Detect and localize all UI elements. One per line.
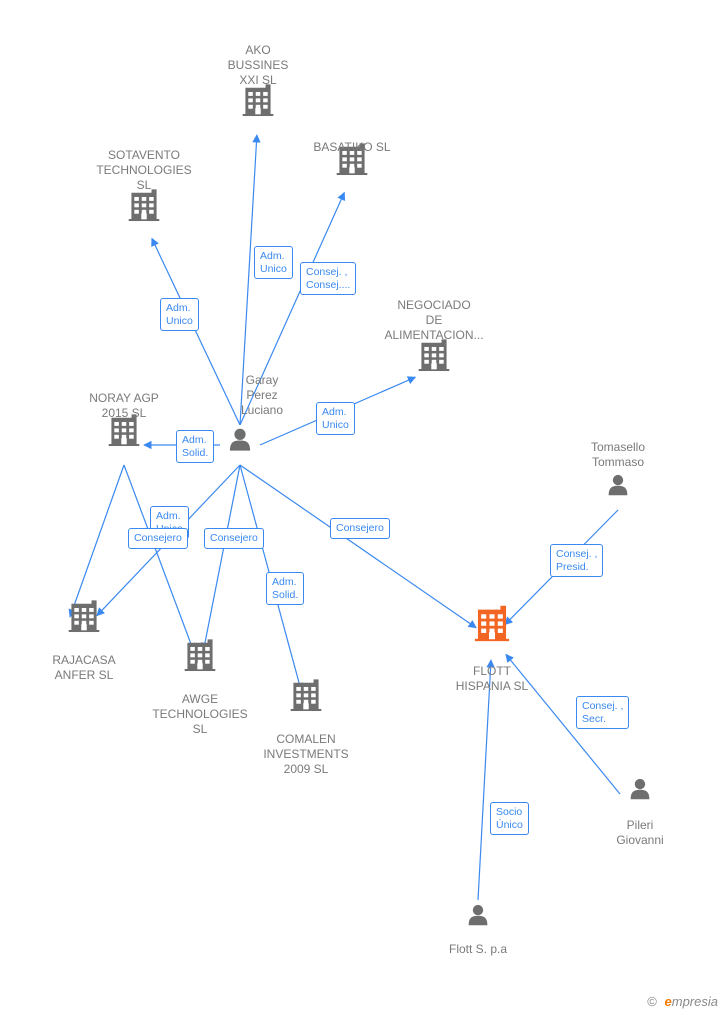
company-node[interactable] [419, 339, 450, 371]
watermark: © empresia [647, 994, 718, 1009]
relationship-edge [124, 465, 194, 651]
relationship-edge [478, 660, 491, 900]
company-node[interactable] [129, 189, 160, 221]
company-node-highlight[interactable] [475, 606, 509, 641]
relationship-edge [260, 377, 415, 445]
relationship-edge [240, 192, 344, 425]
relationship-edge [204, 465, 240, 650]
company-node[interactable] [291, 679, 322, 711]
copyright-symbol: © [647, 994, 657, 1009]
person-node[interactable] [631, 779, 650, 799]
company-node[interactable] [109, 414, 140, 446]
brand-first-letter: e [665, 994, 672, 1009]
relationship-edge [240, 135, 257, 425]
person-node[interactable] [469, 905, 488, 925]
company-node[interactable] [243, 84, 274, 116]
relationship-edge [70, 465, 124, 617]
relationship-edge [152, 238, 240, 425]
person-node[interactable] [609, 475, 628, 495]
company-node[interactable] [337, 143, 368, 175]
company-node[interactable] [69, 600, 100, 632]
relationship-graph-canvas [0, 0, 728, 1015]
relationship-edge [97, 465, 240, 616]
person-node[interactable] [230, 429, 250, 451]
relationship-edge [505, 510, 618, 625]
relationship-edge [240, 465, 476, 628]
relationship-edge [506, 654, 620, 794]
company-node[interactable] [185, 639, 216, 671]
brand-rest: mpresia [672, 994, 718, 1009]
relationship-edge [240, 465, 301, 691]
